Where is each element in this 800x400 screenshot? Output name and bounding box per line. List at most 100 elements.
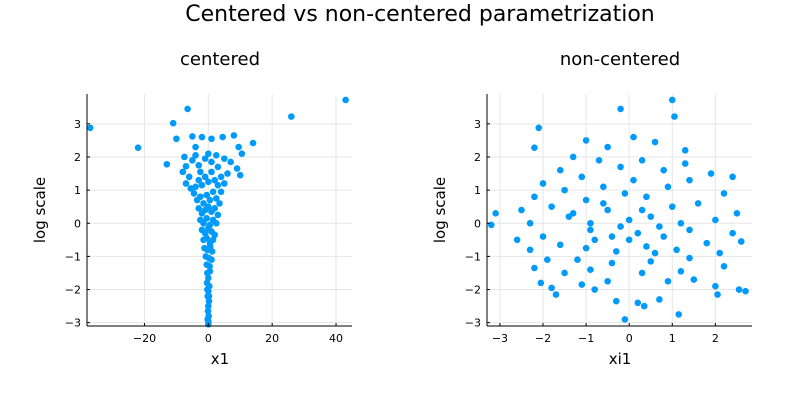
non-centered-data-point [526, 219, 534, 227]
non-centered-data-point [574, 256, 581, 264]
non-centered-data-point [537, 279, 545, 287]
non-centered-data-point [720, 190, 728, 197]
non-centered-data-point [531, 264, 538, 272]
non-centered-data-point [569, 153, 577, 161]
non-centered-ticks: −3 −2 −1 0 1 2 3 −3 −2 −1 0 1 2 [465, 118, 719, 345]
non-centered-data-point [556, 166, 564, 174]
centered-data-point [185, 173, 193, 181]
non-centered-x-tick-label: 1 [669, 332, 676, 345]
centered-data-point [204, 286, 211, 293]
centered-y-tick-label: −3 [65, 317, 81, 330]
centered-data-point [201, 173, 209, 181]
non-centered-data-point [556, 241, 564, 249]
centered-data-point [219, 133, 226, 141]
non-centered-x-tick-label: 2 [712, 332, 719, 345]
non-centered-data-point [561, 186, 568, 194]
non-centered-data-point [638, 156, 646, 164]
centered-data-point [208, 256, 215, 264]
non-centered-data-point [686, 226, 693, 234]
centered-data-point [205, 178, 212, 186]
non-centered-data-point [656, 223, 663, 230]
non-centered-data-point [569, 210, 577, 217]
centered-data-point [208, 168, 215, 176]
non-centered-x-tick-label: −1 [578, 332, 594, 345]
centered-data-point [205, 274, 212, 282]
non-centered-y-tick-label: 0 [474, 217, 481, 230]
non-centered-data-point [595, 156, 603, 164]
non-centered-data-point [591, 236, 599, 244]
centered-data-point [211, 231, 219, 239]
centered-data-point [249, 139, 257, 147]
centered-y-tick-label: −1 [65, 250, 81, 263]
centered-y-tick-label: −2 [65, 284, 81, 297]
non-centered-data-point [612, 297, 620, 305]
non-centered-data-point [673, 246, 680, 254]
non-centered-data-point [617, 163, 624, 171]
centered-data-point [192, 152, 199, 159]
centered-data-point [198, 181, 206, 189]
centered-data-point [208, 135, 215, 143]
centered-data-point [209, 188, 217, 196]
non-centered-x-tick-label: −3 [492, 332, 508, 345]
centered-data-point [181, 153, 188, 161]
non-centered-data-point [664, 183, 672, 191]
centered-points [86, 96, 349, 328]
centered-title: centered [180, 49, 260, 70]
non-centered-data-point [638, 206, 646, 214]
figure-title: Centered vs non-centered parametrization [185, 2, 655, 27]
non-centered-data-point [612, 248, 620, 255]
centered-data-point [205, 150, 212, 157]
non-centered-y-tick-label: −2 [465, 284, 481, 297]
non-centered-data-point [690, 276, 698, 283]
non-centered-data-point [526, 246, 534, 254]
non-centered-data-point [539, 233, 547, 240]
non-centered-x-axis-label: xi1 [609, 350, 632, 368]
centered-y-tick-label: 3 [74, 118, 81, 131]
non-centered-data-point [625, 216, 633, 224]
centered-data-point [208, 158, 215, 166]
centered-data-point [214, 211, 222, 219]
non-centered-data-point [656, 296, 663, 303]
centered-data-point [203, 191, 211, 199]
non-centered-data-point [651, 138, 659, 146]
non-centered-data-point [647, 258, 655, 265]
non-centered-data-point [714, 291, 721, 298]
centered-data-point [217, 173, 225, 181]
centered-x-tick-label: 0 [205, 332, 212, 345]
non-centered-gridlines [487, 94, 752, 326]
centered-y-tick-label: 0 [74, 217, 81, 230]
non-centered-data-point [675, 311, 683, 318]
non-centered-data-point [733, 210, 741, 217]
centered-y-axis-label: log scale [31, 177, 49, 243]
centered-data-point [209, 236, 217, 244]
non-centered-data-point [531, 193, 538, 201]
centered-data-point [189, 156, 196, 164]
non-centered-data-point [630, 176, 637, 184]
centered-data-point [190, 190, 198, 197]
non-centered-data-point [686, 176, 693, 184]
non-centered-y-axis-label: log scale [431, 177, 449, 243]
non-centered-data-point [712, 216, 719, 224]
non-centered-y-tick-label: 2 [474, 151, 481, 164]
centered-data-point [217, 188, 225, 196]
centered-data-point [134, 144, 142, 151]
centered-data-point [211, 176, 219, 184]
non-centered-y-tick-label: 3 [474, 118, 481, 131]
centered-ticks: −3 −2 −1 0 1 2 3 −20 0 20 40 [65, 118, 343, 345]
non-centered-data-point [548, 203, 555, 210]
centered-data-point [182, 162, 190, 170]
non-centered-data-point [703, 239, 711, 247]
non-centered-data-point [686, 254, 693, 262]
non-centered-data-point [660, 233, 667, 240]
centered-x-tick-label: −20 [133, 332, 156, 345]
non-centered-data-point [600, 200, 607, 207]
centered-data-point [205, 292, 213, 300]
non-centered-data-point [677, 268, 685, 275]
centered-data-point [230, 132, 238, 139]
non-centered-data-point [552, 291, 560, 298]
non-centered-data-point [604, 206, 611, 214]
non-centered-data-point [608, 233, 616, 240]
centered-data-point [224, 170, 231, 177]
centered-data-point [220, 180, 228, 187]
centered-data-point [233, 165, 241, 172]
